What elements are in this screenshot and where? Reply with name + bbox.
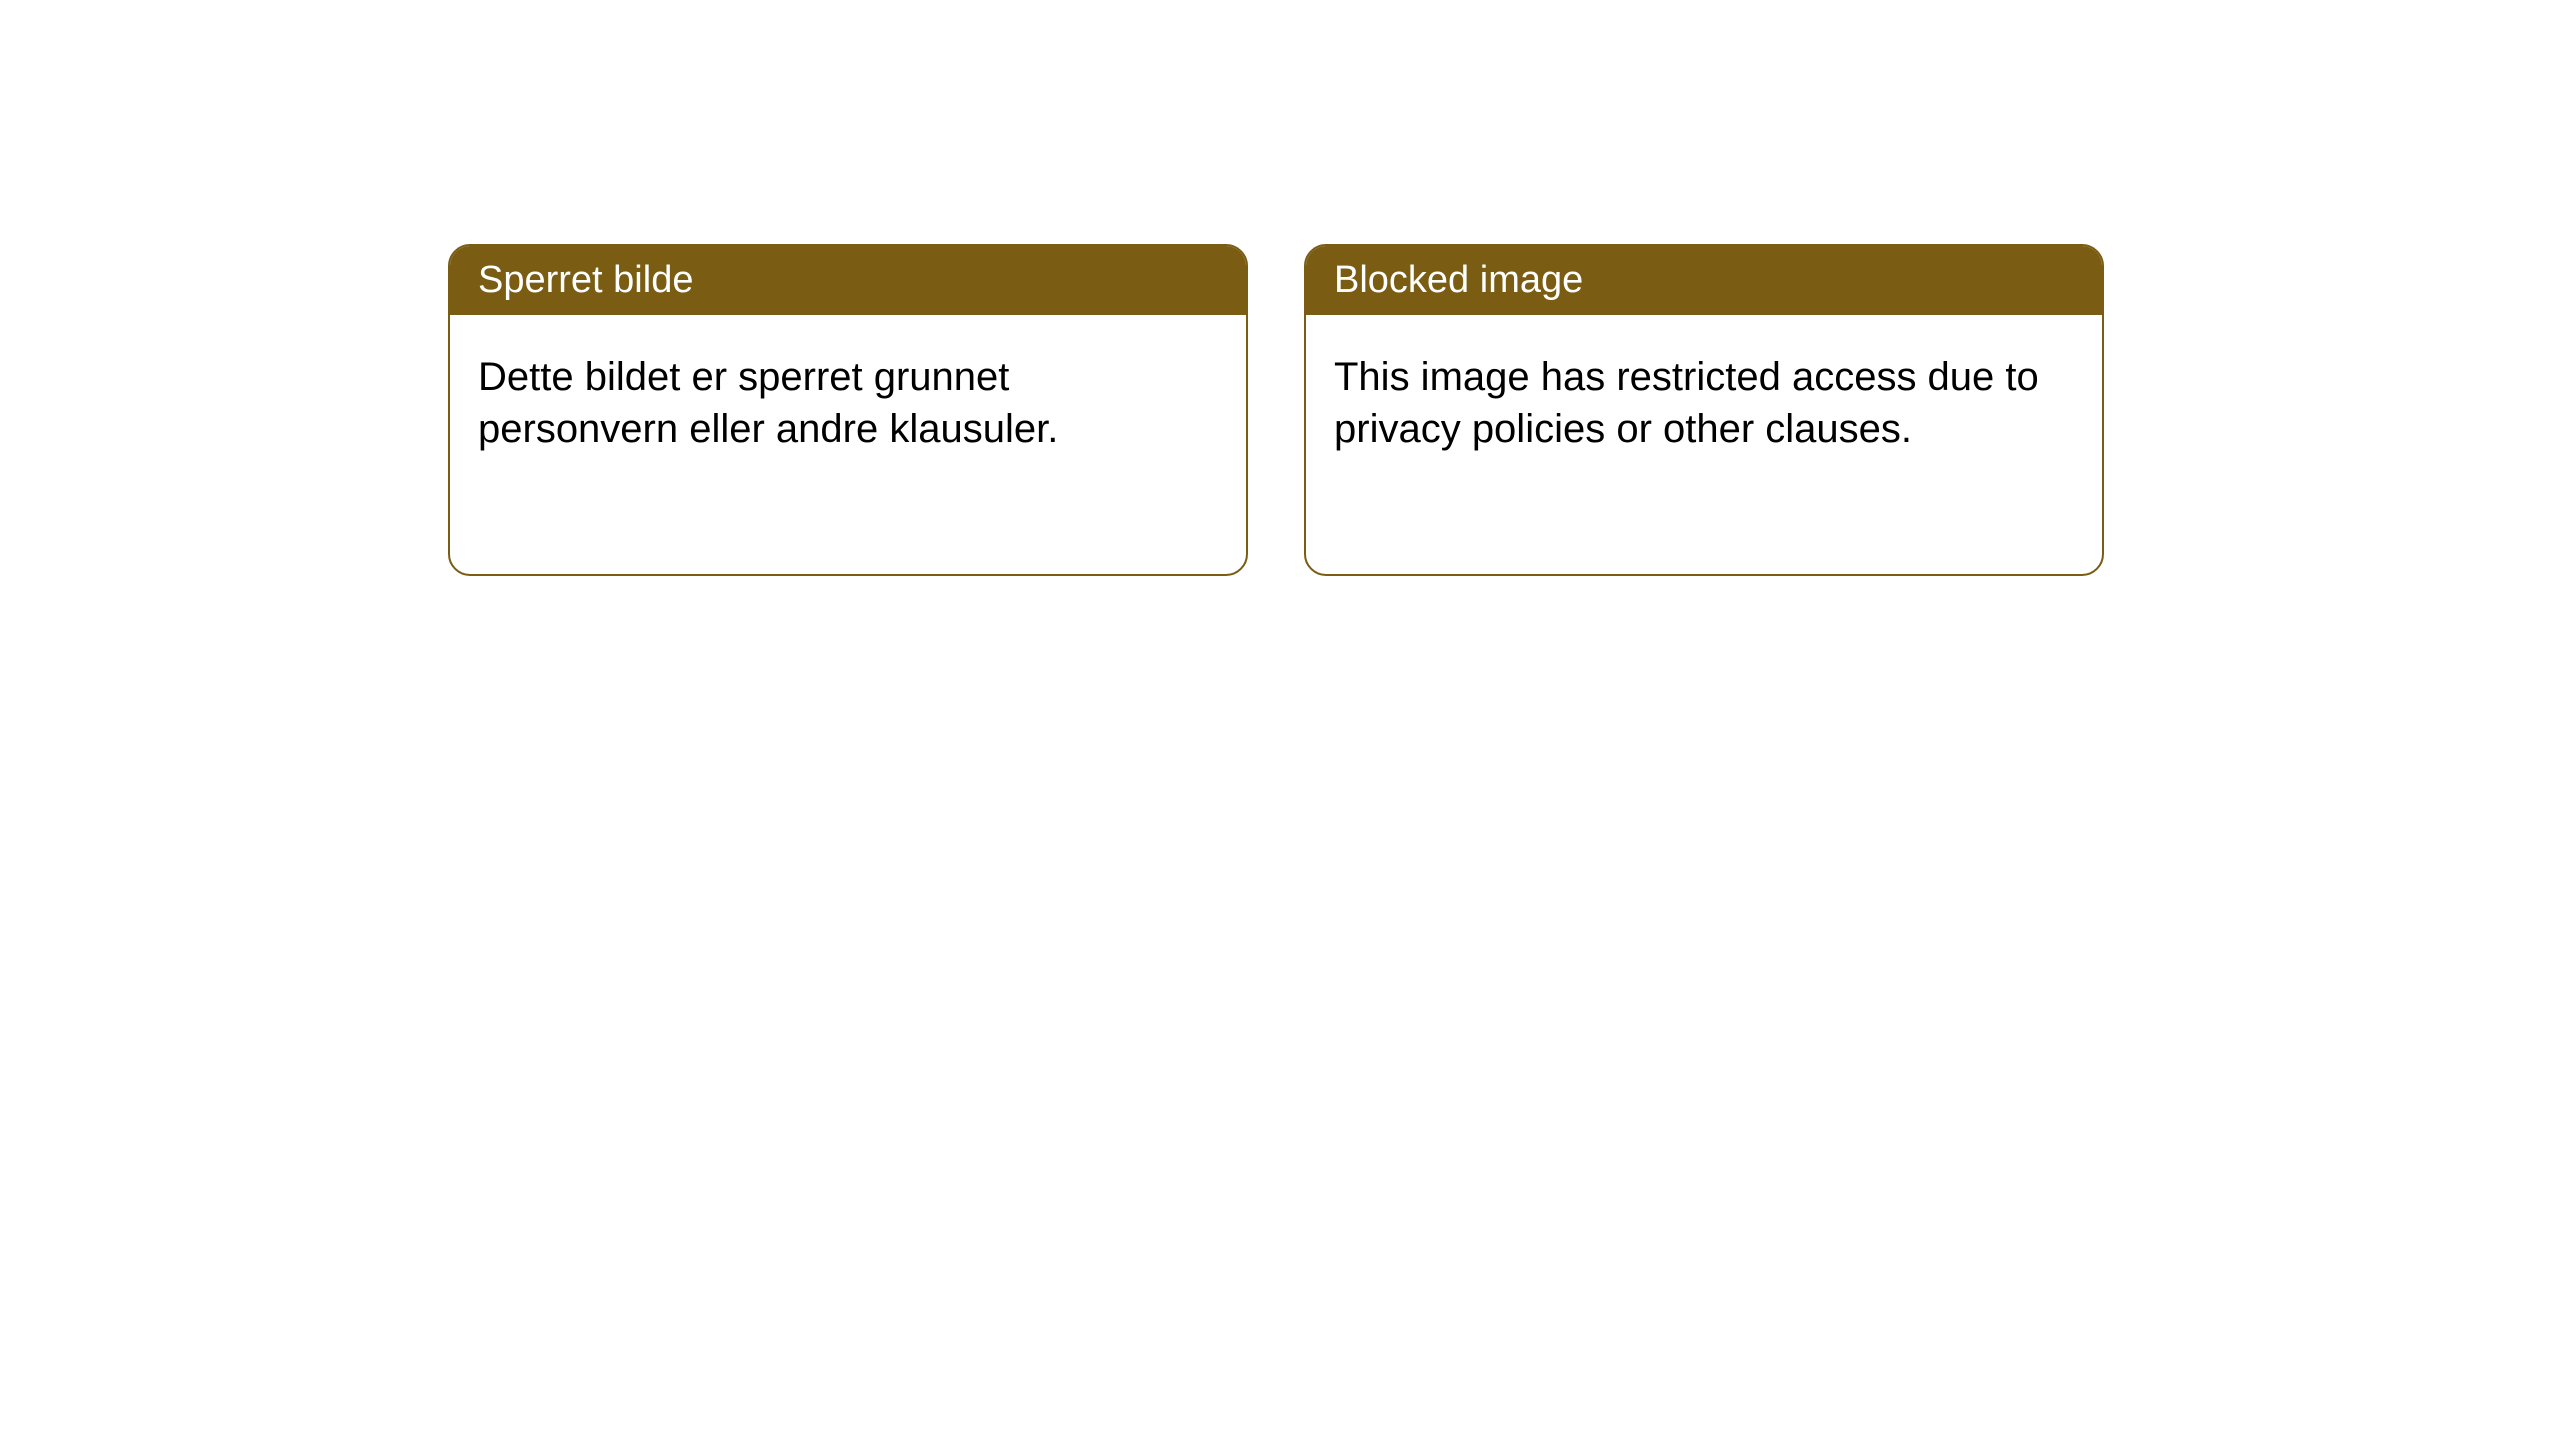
notice-container: Sperret bilde Dette bildet er sperret gr…: [448, 244, 2104, 576]
notice-card-norwegian: Sperret bilde Dette bildet er sperret gr…: [448, 244, 1248, 576]
notice-card-english: Blocked image This image has restricted …: [1304, 244, 2104, 576]
notice-body: Dette bildet er sperret grunnet personve…: [450, 315, 1246, 491]
notice-body: This image has restricted access due to …: [1306, 315, 2102, 491]
notice-header: Sperret bilde: [450, 246, 1246, 315]
notice-header: Blocked image: [1306, 246, 2102, 315]
